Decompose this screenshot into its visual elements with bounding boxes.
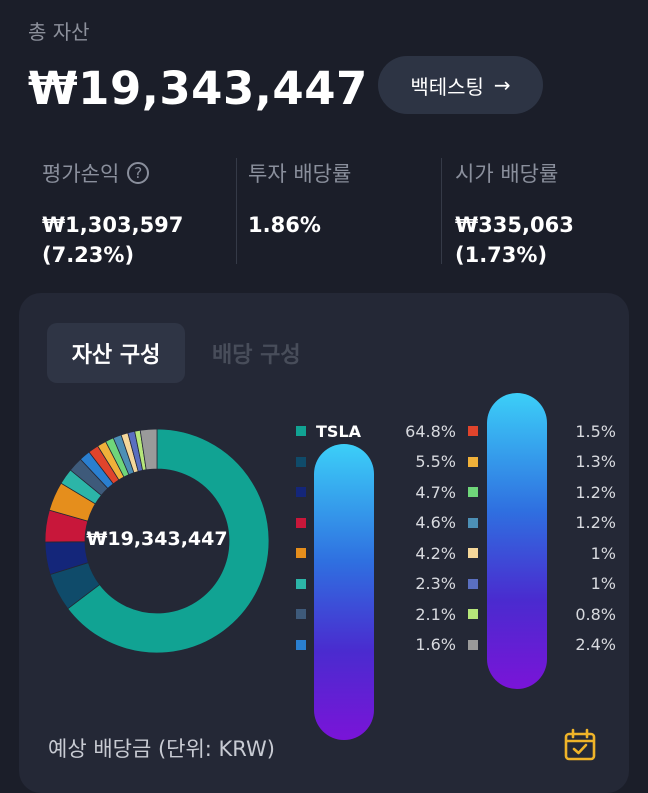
legend-percent: 1.2% bbox=[575, 513, 616, 532]
tab-asset-composition[interactable]: 자산 구성 bbox=[47, 323, 185, 383]
expected-dividend-label: 예상 배당금 (단위: KRW) bbox=[48, 737, 276, 761]
legend-swatch bbox=[468, 578, 478, 589]
legend-swatch bbox=[296, 456, 306, 467]
legend-swatch bbox=[468, 517, 478, 528]
legend-item[interactable]: 1.2% bbox=[468, 482, 618, 502]
legend-swatch bbox=[468, 609, 478, 619]
total-assets-label: 총 자산 bbox=[28, 20, 90, 44]
legend-swatch bbox=[468, 487, 478, 497]
legend-percent: 2.1% bbox=[415, 604, 456, 624]
metric-market-yield: 시가 배당률 ₩335,063 (1.73%) bbox=[455, 158, 635, 270]
metric-value: ₩1,303,597 bbox=[42, 213, 184, 237]
legend-percent: 4.7% bbox=[415, 482, 456, 502]
legend-item[interactable]: 4.7% bbox=[296, 482, 456, 502]
metric-label: 시가 배당률 bbox=[455, 162, 559, 186]
legend-percent: 5.5% bbox=[415, 452, 456, 471]
legend-swatch bbox=[296, 426, 306, 436]
legend-percent: 64.8% bbox=[405, 421, 456, 441]
metric-profit-loss: 평가손익 ? ₩1,303,597 (7.23%) bbox=[42, 158, 222, 270]
legend-swatch bbox=[468, 426, 478, 436]
legend-swatch bbox=[468, 639, 478, 650]
calendar-check-icon[interactable] bbox=[563, 728, 597, 762]
legend-item[interactable]: 2.4% bbox=[468, 635, 618, 655]
donut-slice[interactable] bbox=[139, 428, 158, 471]
legend-item[interactable]: 0.8% bbox=[468, 604, 618, 624]
legend-percent: 1% bbox=[590, 543, 616, 563]
legend-percent: 4.2% bbox=[415, 543, 456, 563]
legend-item[interactable]: 2.1% bbox=[296, 604, 456, 624]
legend-percent: 1.5% bbox=[575, 421, 616, 441]
legend-swatch bbox=[468, 456, 478, 467]
metric-value: ₩335,063 bbox=[455, 213, 574, 237]
metric-investment-yield: 투자 배당률 1.86% bbox=[248, 158, 428, 240]
legend-item[interactable]: 1.3% bbox=[468, 452, 618, 472]
legend-left-scrollbar[interactable] bbox=[314, 444, 374, 740]
legend-percent: 0.8% bbox=[575, 604, 616, 624]
backtest-button-label: 백테스팅 bbox=[410, 74, 484, 99]
legend-swatch bbox=[296, 548, 306, 558]
legend-item[interactable]: 1% bbox=[468, 574, 618, 594]
legend-right-scrollbar[interactable] bbox=[487, 393, 547, 689]
legend-right: 1.5% 1.3% 1.2% 1.2% 1% 1% 0.8% 2.4% bbox=[468, 421, 618, 665]
legend-item[interactable]: 2.3% bbox=[296, 574, 456, 594]
legend-percent: 2.3% bbox=[415, 574, 456, 593]
legend-swatch bbox=[468, 548, 478, 558]
legend-item[interactable]: 1.6% bbox=[296, 635, 456, 655]
metric-value-sub: (7.23%) bbox=[42, 243, 135, 267]
legend-swatch bbox=[296, 487, 306, 497]
total-assets-value: ₩19,343,447 bbox=[28, 62, 368, 115]
legend-left: TSLA 64.8% 5.5% 4.7% 4.6% 4.2% 2.3% 2.1% 1.6% bbox=[296, 421, 456, 665]
legend-item[interactable]: 5.5% bbox=[296, 452, 456, 472]
legend-percent: 1.2% bbox=[575, 482, 616, 502]
legend-item[interactable]: 1% bbox=[468, 543, 618, 563]
tab-dividend-composition[interactable]: 배당 구성 bbox=[212, 343, 301, 368]
divider bbox=[441, 158, 442, 264]
divider bbox=[236, 158, 237, 264]
help-icon[interactable]: ? bbox=[127, 162, 150, 184]
legend-name: TSLA bbox=[316, 421, 362, 441]
metric-value-sub: (1.73%) bbox=[455, 243, 548, 267]
legend-item[interactable]: 4.6% bbox=[296, 513, 456, 533]
donut-slice[interactable] bbox=[67, 428, 270, 654]
legend-percent: 4.6% bbox=[415, 513, 456, 532]
asset-donut-chart bbox=[44, 428, 270, 654]
legend-swatch bbox=[296, 639, 306, 650]
donut-center-value: ₩19,343,447 bbox=[86, 528, 228, 550]
legend-item[interactable]: TSLA 64.8% bbox=[296, 421, 456, 441]
legend-item[interactable]: 1.2% bbox=[468, 513, 618, 533]
legend-percent: 1% bbox=[590, 574, 616, 593]
legend-swatch bbox=[296, 578, 306, 589]
metric-value: 1.86% bbox=[248, 213, 321, 237]
legend-percent: 1.6% bbox=[415, 635, 456, 654]
legend-percent: 1.3% bbox=[575, 452, 616, 471]
legend-item[interactable]: 1.5% bbox=[468, 421, 618, 441]
backtest-button[interactable]: 백테스팅 → bbox=[378, 56, 543, 114]
legend-percent: 2.4% bbox=[575, 635, 616, 654]
legend-swatch bbox=[296, 517, 306, 528]
metric-label: 투자 배당률 bbox=[248, 162, 352, 186]
legend-swatch bbox=[296, 609, 306, 619]
metric-label: 평가손익 bbox=[42, 162, 120, 186]
arrow-right-icon: → bbox=[493, 73, 511, 97]
legend-item[interactable]: 4.2% bbox=[296, 543, 456, 563]
